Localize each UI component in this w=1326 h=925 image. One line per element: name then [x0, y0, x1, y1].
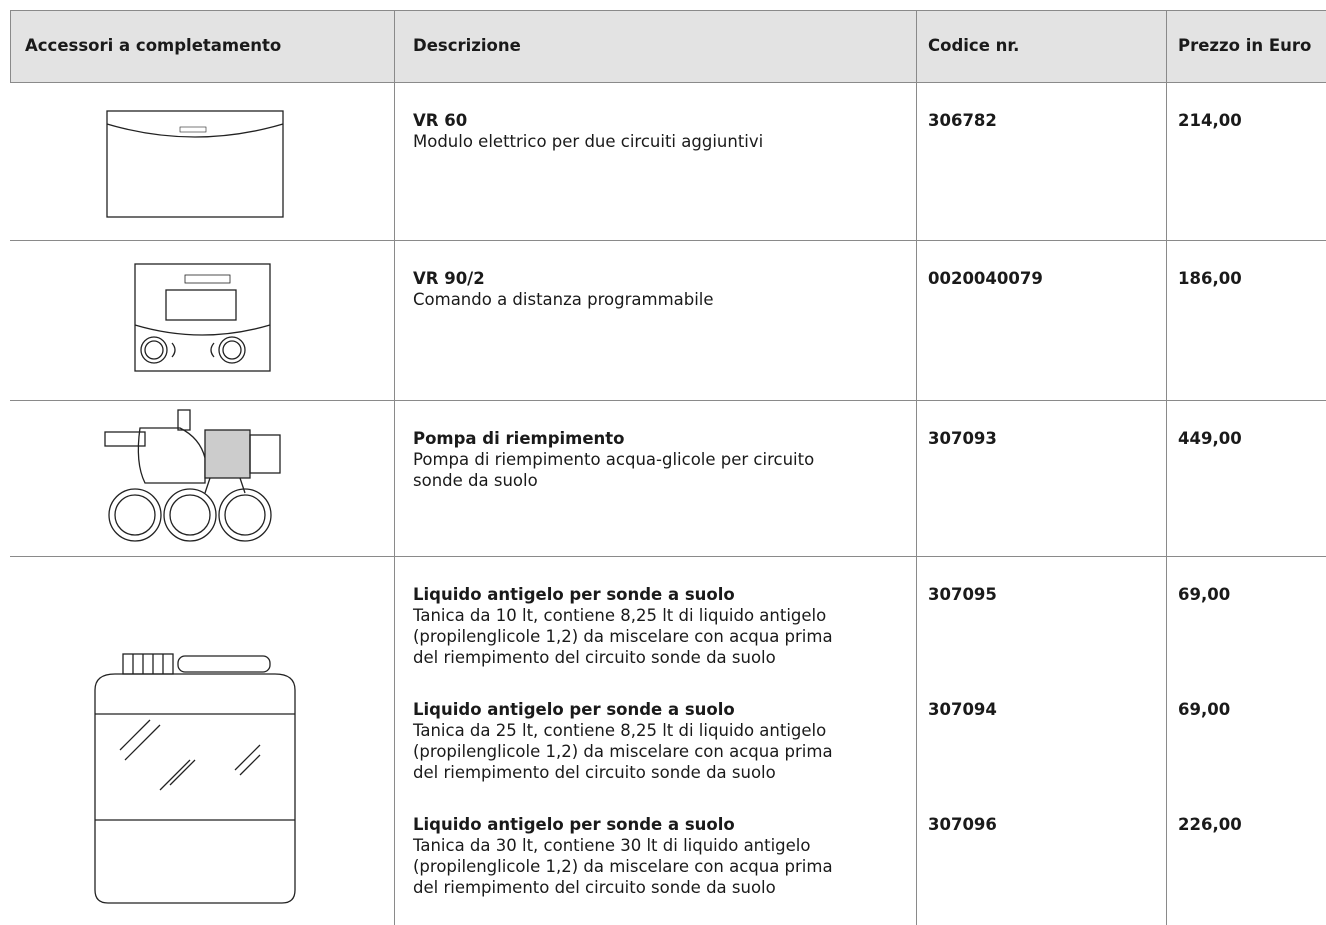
- item-description: Tanica da 30 lt, contiene 30 lt di liqui…: [413, 836, 811, 855]
- item-title: VR 90/2: [413, 269, 485, 288]
- row-divider: [10, 240, 1326, 241]
- vr90-image: [134, 263, 271, 372]
- item-price: 186,00: [1178, 269, 1242, 288]
- item-description: sonde da suolo: [413, 471, 538, 490]
- item-description: del riempimento del circuito sonde da su…: [413, 878, 776, 897]
- pump-image: [104, 409, 281, 542]
- item-title: Liquido antigelo per sonde a suolo: [413, 815, 735, 834]
- item-description: del riempimento del circuito sonde da su…: [413, 763, 776, 782]
- vr60-image: [106, 110, 284, 218]
- item-description: Comando a distanza programmabile: [413, 290, 714, 309]
- row-divider: [10, 400, 1326, 401]
- item-description: Tanica da 25 lt, contiene 8,25 lt di liq…: [413, 721, 827, 740]
- row-divider: [10, 556, 1326, 557]
- item-price: 69,00: [1178, 585, 1231, 604]
- item-description: del riempimento del circuito sonde da su…: [413, 648, 776, 667]
- table-border: [10, 10, 1326, 11]
- item-price: 214,00: [1178, 111, 1242, 130]
- item-code: 307095: [928, 585, 997, 604]
- canister-image: [94, 653, 296, 904]
- item-title: Liquido antigelo per sonde a suolo: [413, 700, 735, 719]
- column-header: Prezzo in Euro: [1178, 36, 1312, 55]
- row-divider: [10, 82, 1326, 83]
- item-price: 69,00: [1178, 700, 1231, 719]
- column-divider: [916, 10, 917, 925]
- item-title: VR 60: [413, 111, 468, 130]
- column-header: Accessori a completamento: [25, 36, 282, 55]
- item-code: 307094: [928, 700, 997, 719]
- column-divider: [1166, 10, 1167, 925]
- item-code: 307093: [928, 429, 997, 448]
- header-background: [10, 10, 1326, 82]
- item-description: Pompa di riempimento acqua-glicole per c…: [413, 450, 815, 469]
- item-description: Tanica da 10 lt, contiene 8,25 lt di liq…: [413, 606, 827, 625]
- item-description: Modulo elettrico per due circuiti aggiun…: [413, 132, 764, 151]
- item-title: Liquido antigelo per sonde a suolo: [413, 585, 735, 604]
- item-description: (propilenglicole 1,2) da miscelare con a…: [413, 627, 833, 646]
- item-code: 306782: [928, 111, 997, 130]
- item-description: (propilenglicole 1,2) da miscelare con a…: [413, 742, 833, 761]
- table-border: [10, 10, 11, 82]
- item-title: Pompa di riempimento: [413, 429, 625, 448]
- item-price: 449,00: [1178, 429, 1242, 448]
- item-description: (propilenglicole 1,2) da miscelare con a…: [413, 857, 833, 876]
- item-price: 226,00: [1178, 815, 1242, 834]
- column-header: Codice nr.: [928, 36, 1020, 55]
- item-code: 307096: [928, 815, 997, 834]
- column-header: Descrizione: [413, 36, 521, 55]
- item-code: 0020040079: [928, 269, 1043, 288]
- column-divider: [394, 10, 395, 925]
